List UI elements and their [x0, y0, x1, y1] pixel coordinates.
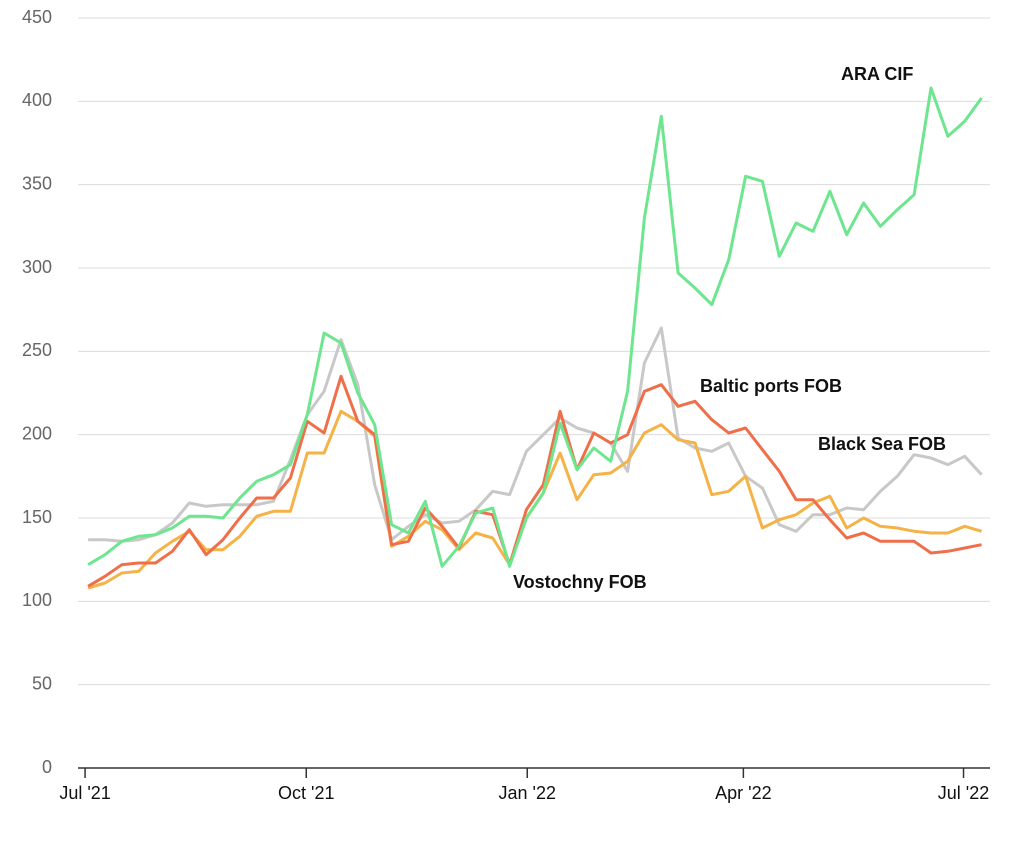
- series-label: Vostochny FOB: [513, 572, 647, 592]
- y-tick-label: 200: [22, 423, 52, 443]
- y-tick-label: 350: [22, 173, 52, 193]
- y-tick-label: 50: [32, 673, 52, 693]
- y-tick-label: 0: [42, 757, 52, 777]
- y-tick-label: 300: [22, 257, 52, 277]
- y-tick-label: 250: [22, 340, 52, 360]
- y-tick-label: 150: [22, 507, 52, 527]
- x-tick-label: Jul '21: [59, 783, 110, 803]
- x-tick-label: Oct '21: [278, 783, 334, 803]
- series-label: Black Sea FOB: [818, 434, 946, 454]
- y-tick-label: 100: [22, 590, 52, 610]
- y-tick-label: 450: [22, 7, 52, 27]
- y-tick-label: 400: [22, 90, 52, 110]
- x-tick-label: Apr '22: [715, 783, 771, 803]
- x-tick-label: Jan '22: [499, 783, 556, 803]
- series-label: Baltic ports FOB: [700, 376, 842, 396]
- series-line: [87, 374, 982, 588]
- series-line: [88, 326, 983, 543]
- series-line: [87, 86, 983, 568]
- x-tick-label: Jul '22: [938, 783, 989, 803]
- series-label: ARA CIF: [841, 64, 913, 84]
